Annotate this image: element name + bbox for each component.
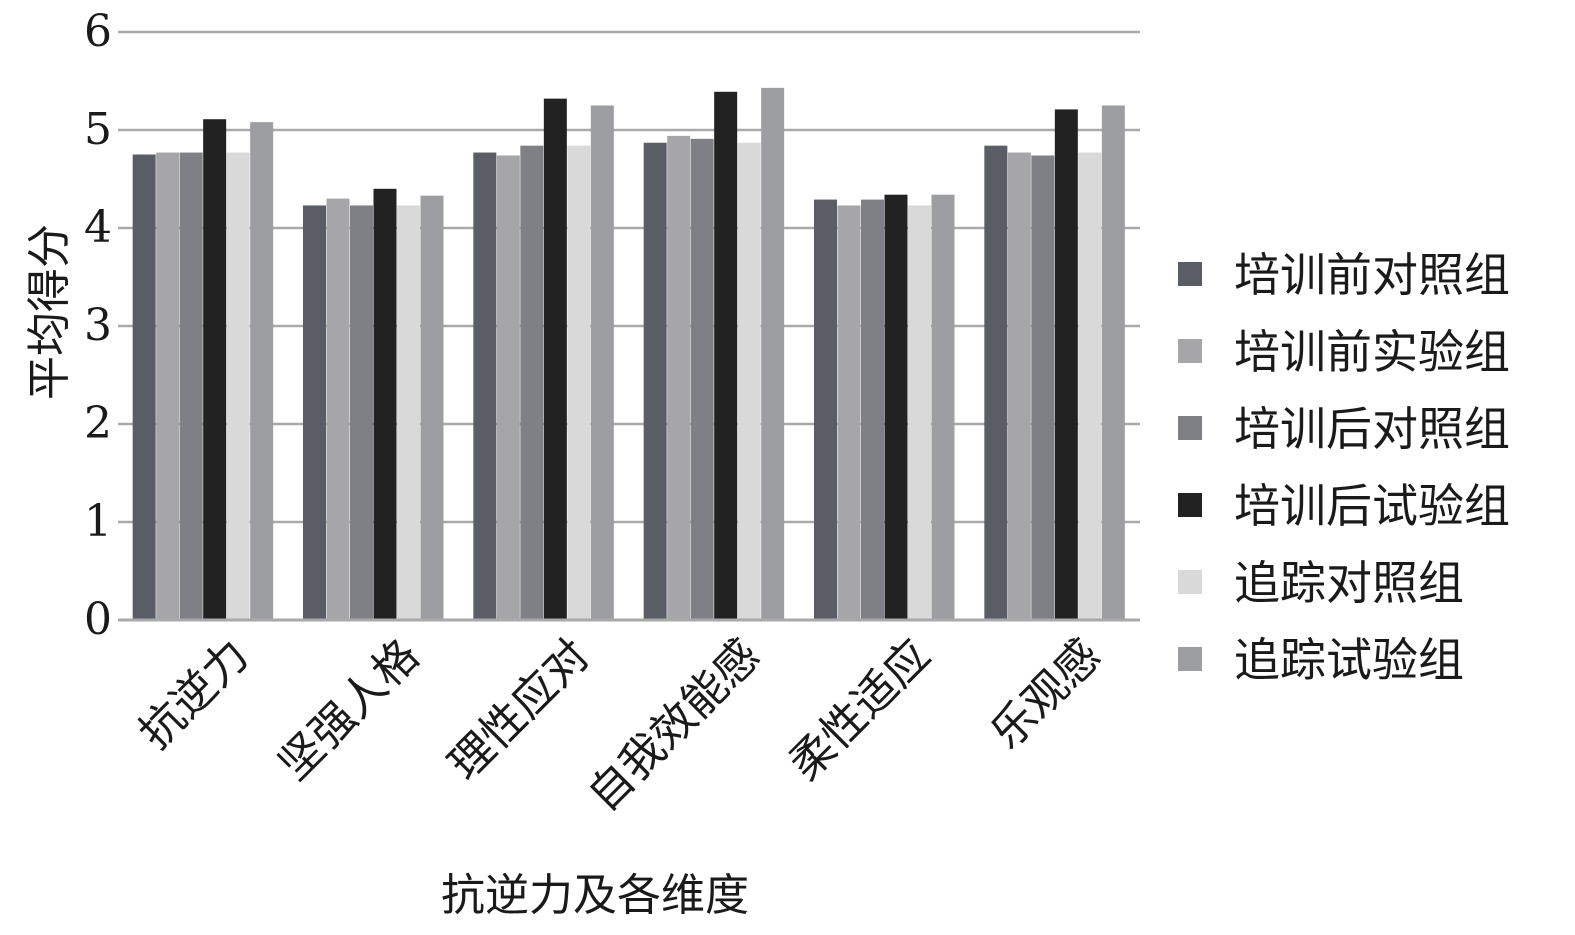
- bar: [931, 194, 955, 620]
- bar: [520, 145, 544, 620]
- bar: [250, 122, 274, 620]
- category-label: 坚强人格: [269, 630, 430, 791]
- category-label: 理性应对: [439, 630, 600, 791]
- legend-swatch: [1178, 339, 1202, 363]
- bar: [908, 205, 931, 620]
- bar: [496, 155, 520, 621]
- y-tick-label: 4: [84, 202, 112, 253]
- legend-swatch: [1178, 262, 1202, 286]
- bar: [984, 145, 1008, 620]
- bar: [156, 152, 180, 621]
- category-label: 柔性适应: [780, 630, 941, 791]
- bar: [132, 154, 156, 620]
- y-tick-label: 5: [84, 104, 112, 155]
- x-axis-title: 抗逆力及各维度: [441, 870, 749, 921]
- bar: [590, 105, 614, 620]
- category-label: 自我效能感: [578, 630, 770, 822]
- legend-label: 追踪对照组: [1234, 556, 1464, 610]
- legend-label: 培训前实验组: [1234, 325, 1510, 379]
- bar: [667, 135, 691, 620]
- y-tick-label: 1: [84, 496, 112, 547]
- legend-label: 培训前对照组: [1234, 248, 1510, 302]
- bar: [1031, 155, 1055, 621]
- bar: [837, 205, 861, 620]
- legend-swatch: [1178, 416, 1202, 440]
- y-tick-label: 6: [84, 6, 112, 57]
- legend-label: 追踪试验组: [1234, 633, 1464, 687]
- legend-swatch: [1178, 647, 1202, 671]
- bar: [226, 152, 250, 621]
- y-axis-ticks: 0 1 2 3 4 5 6: [84, 6, 112, 645]
- bar: [326, 198, 350, 620]
- bar: [1054, 109, 1078, 621]
- legend-swatch: [1178, 570, 1202, 594]
- bar: [1078, 152, 1102, 621]
- legend-swatch: [1178, 493, 1202, 517]
- y-tick-label: 0: [84, 594, 112, 645]
- bar: [1007, 152, 1031, 621]
- bar: [350, 205, 373, 620]
- bar: [690, 138, 714, 620]
- bar: [737, 142, 761, 621]
- bar: [473, 152, 497, 621]
- bar: [567, 145, 591, 620]
- bar: [420, 195, 444, 620]
- bars: [132, 87, 1125, 621]
- bar: [179, 152, 203, 621]
- bar: [714, 91, 738, 620]
- legend-label: 培训后对照组: [1234, 402, 1510, 456]
- y-tick-label: 3: [84, 300, 112, 351]
- bar: [643, 142, 667, 621]
- y-tick-label: 2: [84, 398, 112, 449]
- bar: [884, 194, 908, 620]
- bar: [543, 98, 567, 620]
- category-label: 乐观感: [981, 630, 1110, 759]
- y-axis-title: 平均得分: [24, 224, 75, 400]
- category-label: 抗逆力: [130, 630, 259, 759]
- bar: [397, 205, 420, 620]
- bar: [861, 199, 884, 620]
- bar: [1101, 105, 1125, 620]
- bar: [303, 205, 326, 620]
- bar: [761, 87, 785, 621]
- bar: [814, 199, 837, 620]
- bar: [373, 188, 397, 621]
- bar: [203, 119, 227, 620]
- gridlines: [118, 30, 1140, 524]
- legend-label: 培训后试验组: [1234, 479, 1510, 533]
